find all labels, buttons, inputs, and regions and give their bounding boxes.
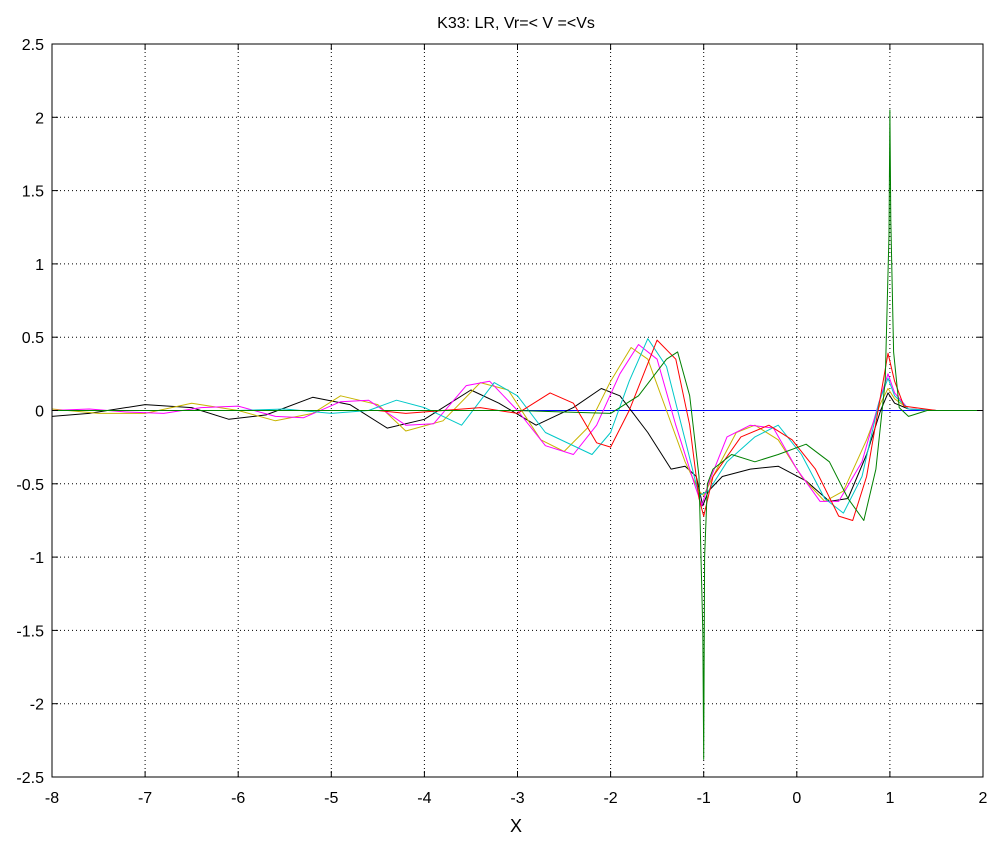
- y-tick-label: -2.5: [16, 770, 44, 787]
- x-tick-label: -8: [45, 790, 59, 807]
- y-tick-label: 2.5: [22, 37, 44, 54]
- y-tick-label: -1.5: [16, 623, 44, 640]
- series-line-6: [52, 339, 983, 521]
- y-tick-label: -2: [30, 697, 44, 714]
- x-axis-label: X: [510, 816, 522, 836]
- x-tick-label: -6: [231, 790, 245, 807]
- series-line-5: [52, 338, 983, 514]
- y-tick-label: 2: [35, 110, 44, 127]
- x-tick-label: -3: [510, 790, 524, 807]
- x-tick-label: 2: [979, 790, 988, 807]
- chart-title: K33: LR, Vr=< V =<Vs: [437, 15, 595, 32]
- series-line-7: [52, 109, 983, 760]
- y-tick-label: 0: [35, 404, 44, 421]
- y-tick-label: 0.5: [22, 330, 44, 347]
- tick-layer: -8 -7 -6 -5 -4 -3 -2 -1 0 1 2 2.5 2 1.5 1 0.5 0 -0.5 -1 -1.…: [16, 37, 987, 807]
- series-layer: [51, 109, 983, 760]
- x-tick-label: -1: [697, 790, 711, 807]
- y-tick-label: 1.5: [22, 184, 44, 201]
- x-tick-label: -4: [417, 790, 431, 807]
- x-tick-label: -5: [324, 790, 338, 807]
- x-tick-label: -2: [603, 790, 617, 807]
- x-tick-label: 0: [792, 790, 801, 807]
- y-tick-label: -1: [30, 550, 44, 567]
- x-tick-label: -7: [138, 790, 152, 807]
- series-line-4: [51, 344, 983, 507]
- x-tick-label: 1: [885, 790, 894, 807]
- y-tick-label: 1: [35, 257, 44, 274]
- series-line-2: [51, 388, 983, 507]
- y-tick-label: -0.5: [16, 477, 44, 494]
